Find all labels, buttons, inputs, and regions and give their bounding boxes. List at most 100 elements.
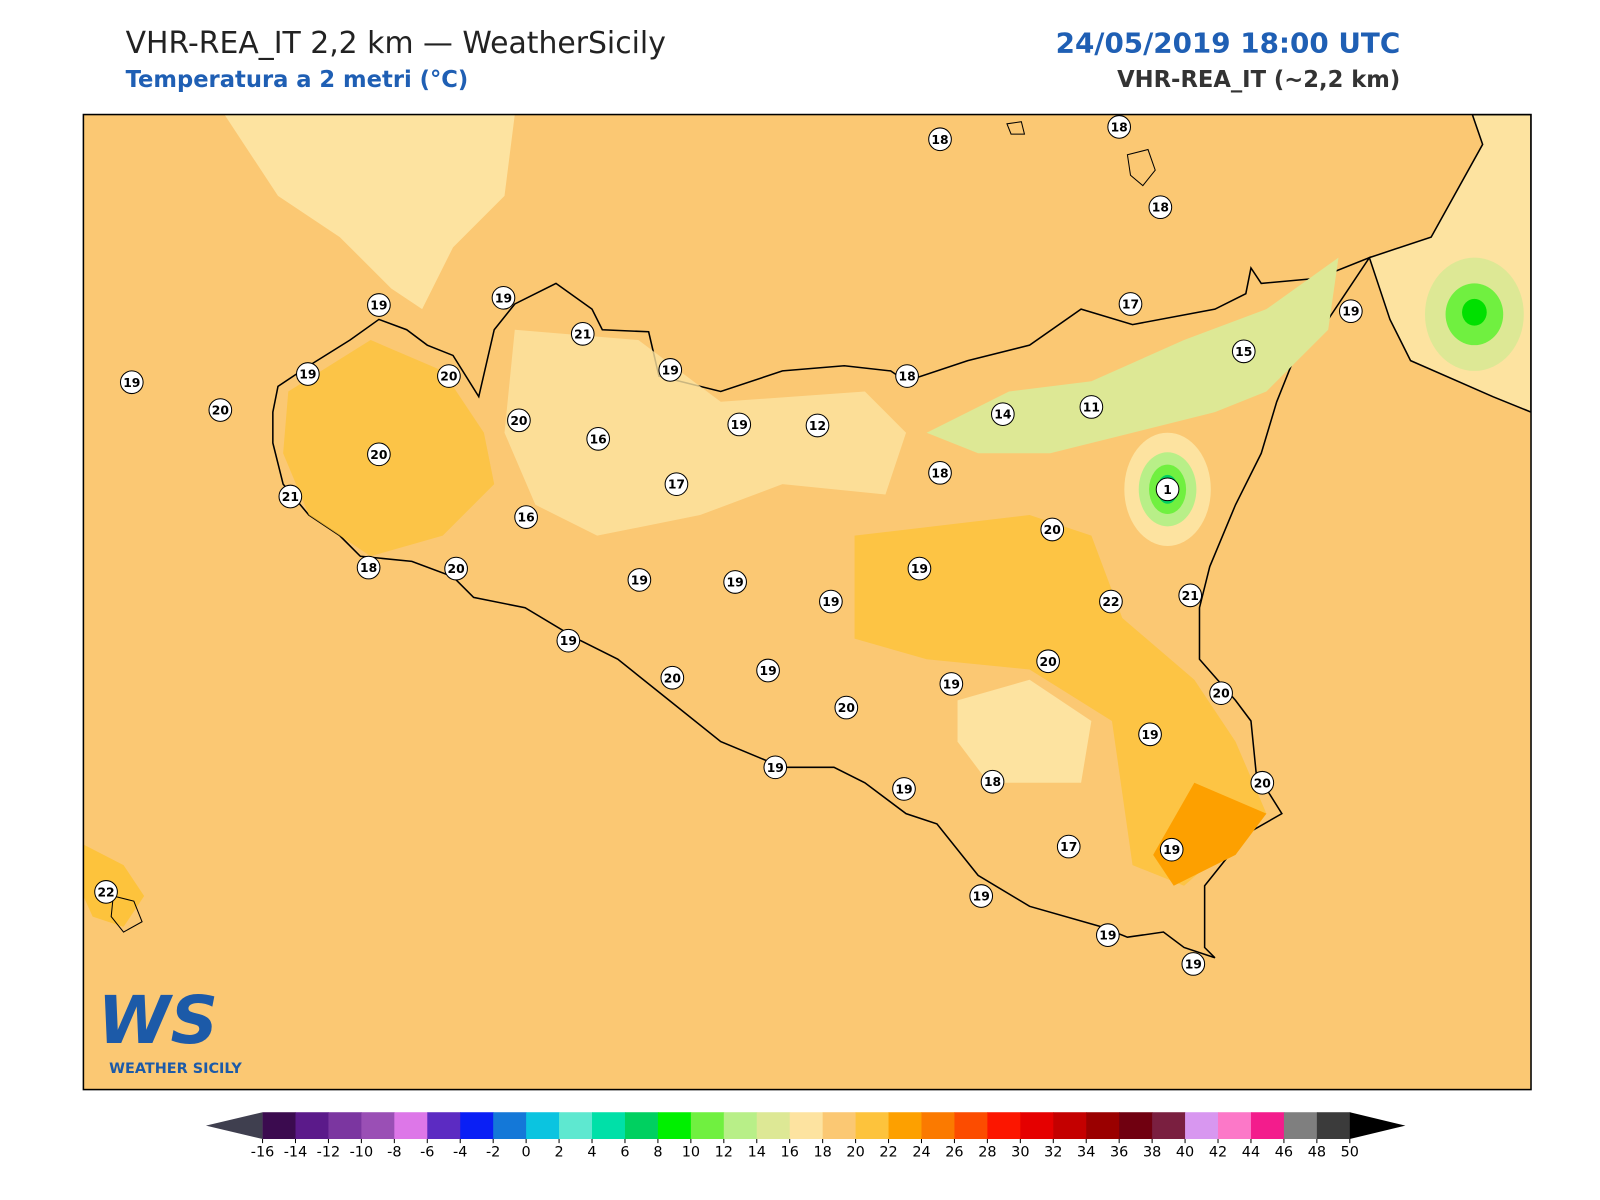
station-marker xyxy=(819,589,843,614)
station-marker xyxy=(1231,339,1256,364)
station-value: 18 xyxy=(360,561,377,575)
station-value: 19 xyxy=(1141,728,1158,742)
station-value: 20 xyxy=(448,562,465,576)
colorbar-bin xyxy=(1152,1112,1186,1139)
station-marker xyxy=(1138,722,1162,747)
colorbar: -16 -14 -12 -10 -8 -6 -4 -2 0 2 4 6 8 10 12 14 16 18 20 22 2… xyxy=(205,1112,1406,1160)
logo-text: WEATHER SICILY xyxy=(109,1061,242,1077)
colorbar-tick-label: -14 xyxy=(284,1144,308,1160)
colorbar-tick-label: 26 xyxy=(945,1144,963,1160)
station-value: 19 xyxy=(727,576,744,590)
station-marker xyxy=(627,568,652,592)
station-value: 19 xyxy=(370,299,387,313)
station-marker xyxy=(1056,834,1081,859)
colorbar-under xyxy=(205,1112,263,1139)
colorbar-tick-label: -6 xyxy=(420,1144,434,1160)
station-value: 17 xyxy=(1060,840,1077,854)
station-value: 19 xyxy=(1185,957,1202,971)
station-value: 19 xyxy=(759,664,776,678)
colorbar-tick-label: 14 xyxy=(748,1144,766,1160)
colorbar-tick-label: 46 xyxy=(1275,1144,1293,1160)
station-marker xyxy=(94,880,118,904)
colorbar-tick-label: 0 xyxy=(522,1144,531,1160)
logo: WS WEATHER SICILY xyxy=(98,982,243,1077)
station-value: 19 xyxy=(662,363,679,377)
station-marker xyxy=(660,665,685,690)
station-value: 19 xyxy=(631,573,648,587)
cool-area xyxy=(224,114,515,310)
colorbar-bin xyxy=(888,1112,923,1139)
station-value: 21 xyxy=(282,490,299,504)
colorbar-tick-label: 12 xyxy=(715,1144,733,1160)
colorbar-tick-label: 4 xyxy=(587,1144,596,1160)
colorbar-bin xyxy=(756,1112,791,1139)
colorbar-bin xyxy=(657,1112,692,1139)
station-value: 18 xyxy=(1111,120,1128,134)
station-value: 19 xyxy=(123,376,140,390)
station-marker xyxy=(980,769,1005,794)
colorbar-tick-label: 34 xyxy=(1077,1144,1095,1160)
station-value: 19 xyxy=(911,562,928,576)
colorbar-tick-label: 2 xyxy=(554,1144,563,1160)
station-value: 20 xyxy=(838,701,855,715)
station-marker xyxy=(1040,517,1065,542)
station-marker xyxy=(514,505,538,529)
station-value: 19 xyxy=(822,595,839,609)
station-marker xyxy=(1079,395,1104,419)
station-value: 19 xyxy=(943,677,960,691)
colorbar-tick-label: 30 xyxy=(1011,1144,1029,1160)
colorbar-tick-label: 28 xyxy=(978,1144,996,1160)
colorbar-tick-label: 16 xyxy=(781,1144,799,1160)
station-value: 20 xyxy=(664,671,681,685)
station-marker xyxy=(296,362,320,386)
station-marker xyxy=(367,442,391,467)
station-marker xyxy=(1250,770,1275,795)
station-marker xyxy=(939,672,964,696)
colorbar-tick-label: 20 xyxy=(846,1144,864,1160)
station-value: 21 xyxy=(1182,589,1199,603)
station-value: 19 xyxy=(1342,305,1359,319)
colorbar-tick-label: -10 xyxy=(350,1144,374,1160)
island xyxy=(1126,148,1156,187)
station-value: 18 xyxy=(984,775,1001,789)
datetime: 24/05/2019 18:00 UTC xyxy=(1056,27,1401,60)
station-marker xyxy=(928,127,952,152)
station-marker xyxy=(119,370,144,395)
colorbar-tick-label: -8 xyxy=(387,1144,401,1160)
colorbar-tick-label: 24 xyxy=(912,1144,930,1160)
colorbar-tick-label: -16 xyxy=(251,1144,275,1160)
colorbar-bin xyxy=(723,1112,758,1139)
colorbar-tick-label: 44 xyxy=(1242,1144,1260,1160)
colorbar-bin xyxy=(559,1112,593,1139)
station-value: 20 xyxy=(1044,523,1061,537)
colorbar-bin xyxy=(1020,1112,1054,1139)
colorbar-bin xyxy=(460,1112,494,1139)
station-marker xyxy=(491,285,516,310)
colorbar-tick-label: 48 xyxy=(1308,1144,1326,1160)
station-marker xyxy=(208,398,233,422)
cool-area xyxy=(957,679,1092,783)
colorbar-bin xyxy=(328,1112,362,1139)
colorbar-tick-label: -2 xyxy=(486,1144,500,1160)
station-value: 20 xyxy=(510,414,527,428)
station-value: 20 xyxy=(212,404,229,418)
colorbar-bin xyxy=(822,1112,857,1139)
station-value: 21 xyxy=(574,327,591,341)
colorbar-tick-label: 50 xyxy=(1341,1144,1359,1160)
station-value: 19 xyxy=(731,418,748,432)
station-marker xyxy=(658,358,683,382)
colorbar-bin xyxy=(394,1112,428,1139)
hot-area xyxy=(1153,782,1267,886)
cool-area xyxy=(504,329,907,536)
colorbar-bin xyxy=(987,1112,1021,1139)
colorbar-bin xyxy=(1053,1112,1087,1139)
station-value: 18 xyxy=(1152,201,1169,215)
colorbar-bin xyxy=(1119,1112,1153,1139)
map-frame xyxy=(82,113,1532,1091)
colorbar-tick-label: 42 xyxy=(1209,1144,1227,1160)
station-marker xyxy=(367,293,391,317)
colorbar-tick-label: 10 xyxy=(682,1144,700,1160)
